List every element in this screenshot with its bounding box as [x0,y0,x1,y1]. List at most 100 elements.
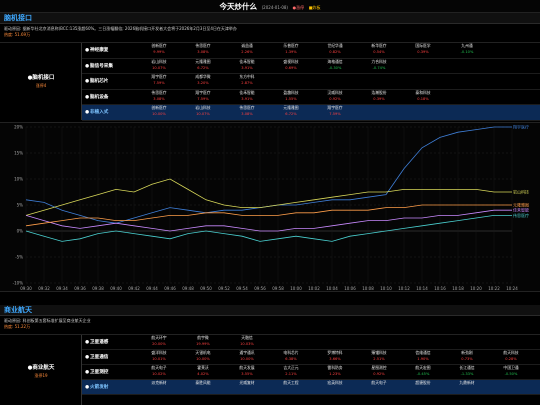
concept-name: ●卫星通信 [85,350,135,365]
stock-cell[interactable]: 新华医疗 0.54% [357,43,401,59]
stock-cell[interactable]: 航宇微 19.99% [181,335,225,350]
stock-cell[interactable]: 成都华微 3.20% [181,74,225,90]
concept-row[interactable]: ●脑机设备 伟思医疗 3.08% 翔宇医疗 7.59% 佳禾智能 3.91% 盈趣科技 1.55… [82,90,540,106]
stock-cell[interactable]: 电科芯片 6.38% [269,350,313,365]
theme-summary[interactable]: ●脑机接口 涨停4 [0,43,82,120]
stock-change: 9.99% [153,50,165,54]
stock-cell[interactable]: 汉威科技 0.92% [313,90,357,106]
x-tick-label: 10:22 [488,286,500,291]
stock-cell[interactable]: 航天电子 [357,380,401,395]
stock-name: 诚益通 [241,43,253,48]
stock-cell[interactable]: 元隆雅图 6.72% [269,105,313,121]
stock-cell[interactable]: 罗博特科 3.66% [313,350,357,365]
concept-row[interactable]: ●脑机芯片 翔宇医疗 7.59% 成都华微 3.20% 东方中科 2.87% [82,74,540,90]
stock-cell[interactable]: 浩瀚股份 0.39% [357,90,401,106]
x-tick-label: 10:08 [362,286,374,291]
stock-name: 新劲刚 [461,350,473,355]
stock-cell[interactable]: 航天宏图 -0.45% [401,365,445,380]
stock-cell[interactable]: 臻镭科技 2.51% [357,350,401,365]
stock-cell[interactable]: 宏英科技 [313,380,357,395]
stock-cell[interactable]: 伟思医疗 3.08% [225,105,269,121]
section-header-brain-computer[interactable]: 脑机接口 [0,13,540,24]
stock-cell[interactable]: 盛洋科技 10.01% [137,350,181,365]
stock-change: 7.59% [197,96,209,101]
concept-row[interactable]: ●卫星遥感 航天环宇 20.00% 航宇微 19.99% 天融信 10.03% [82,335,540,350]
series-label: 元隆雅图 [513,202,529,208]
stock-change: 10.01% [152,357,166,361]
stock-cell[interactable]: 世纪华通 0.82% [313,43,357,59]
stock-cell[interactable]: 诚益通 2.26% [225,43,269,59]
concept-row[interactable]: ●卫星测控 航天电子 10.02% 霍莱沃 4.02% 航天发展 3.55% 吉大正元 2.11… [82,365,540,380]
stock-cell[interactable]: 通宇通讯 10.00% [225,350,269,365]
stock-change: 2.26% [241,50,253,54]
stock-cell[interactable]: 创新医疗 9.99% [137,43,181,59]
concept-name: ●脑信号采集 [85,59,135,75]
stock-cell[interactable]: 航天发展 3.55% [225,365,269,380]
stock-change: 3.08% [241,112,253,117]
intraday-chart[interactable]: 20% 15% 10% 5% 0% -5% -10% 09:30 09:32 09:34 09:36… [0,122,540,292]
concept-name: ●脑机设备 [85,90,135,106]
stock-cell[interactable]: 国际医学 0.39% [401,43,445,59]
stock-cell[interactable]: 霍莱沃 4.02% [181,365,225,380]
section-header-commercial-space[interactable]: 商业航天 [0,305,540,316]
stock-cell[interactable]: 信维通信 1.90% [401,350,445,365]
stock-cell[interactable]: 东方中科 2.87% [225,74,269,90]
stock-cell[interactable]: 航天工程 [269,380,313,395]
concept-row[interactable]: ●卫星通信 盛洋科技 10.01% 天银机电 10.00% 通宇通讯 10.00% 电科芯片 6… [82,350,540,365]
stock-change: 3.20% [197,81,209,86]
stock-cell[interactable]: 天银机电 10.00% [181,350,225,365]
concept-name: ●卫星遥感 [85,335,135,350]
series-line-4 [25,215,512,242]
stock-cell[interactable]: 盈趣科技 1.55% [269,90,313,106]
theme-summary[interactable]: ●商业航天 涨停19 [0,335,82,405]
stock-name: 乐普医疗 [283,43,299,48]
stock-cell[interactable]: 九鼎新材 [445,380,489,395]
stock-cell[interactable]: 天融信 10.03% [225,335,269,350]
stock-cell[interactable]: 吉大正元 2.11% [269,365,313,380]
stock-change: 3.91% [241,96,253,101]
stock-cell[interactable]: 伟思医疗 3.08% [181,43,225,59]
concept-row[interactable]: ●非植入式 创新医疗 10.00% 岩山科技 10.07% 伟思医疗 3.08% 元隆雅图 6.… [82,105,540,121]
stock-cell[interactable]: 星图测控 0.92% [357,365,401,380]
stock-cell[interactable]: 派克新材 [137,380,181,395]
stock-cell[interactable]: 盛视科技 0.69% [269,59,313,75]
series-line-0 [25,126,512,224]
stock-change: 6.38% [285,357,297,361]
stock-cell[interactable]: 航天电子 10.02% [137,365,181,380]
stock-cell[interactable]: 雷科防务 1.23% [313,365,357,380]
concept-row[interactable]: ●神经康复 创新医疗 9.99% 伟思医疗 3.08% 诚益通 2.26% 乐普医疗 1.39%… [82,43,540,59]
stock-cell[interactable]: 泰胜风能 [181,380,225,395]
stock-cell[interactable]: 创新医疗 10.00% [137,105,181,121]
x-tick-label: 10:14 [416,286,428,291]
bullet-icon: ● [85,110,90,116]
stock-cell[interactable]: 翔宇医疗 7.59% [313,105,357,121]
stock-cell[interactable]: 中国卫通 -0.50% [489,365,533,380]
stock-cell[interactable]: 伟思医疗 3.08% [137,90,181,106]
stock-cell[interactable]: 光威复材 [225,380,269,395]
stock-cell[interactable]: 海格通信 -0.30% [313,59,357,75]
stock-cell[interactable]: 长江通信 -1.33% [445,365,489,380]
stock-cell[interactable]: 新劲刚 0.73% [445,350,489,365]
stock-change: 7.59% [329,112,341,117]
stock-cell[interactable]: 翔宇医疗 7.59% [137,74,181,90]
stock-cell[interactable]: 佳禾智能 3.91% [225,59,269,75]
stock-cell[interactable]: 九州通 -0.10% [445,43,489,59]
stock-cell[interactable]: 岩山科技 10.07% [181,105,225,121]
stock-cell[interactable]: 航天科技 0.28% [489,350,533,365]
concept-row[interactable]: ●脑信号采集 岩山科技 10.07% 元隆雅图 6.72% 佳禾智能 3.91% 盛视科技 0.… [82,59,540,75]
stock-cell[interactable]: 航天环宇 20.00% [137,335,181,350]
stock-cell[interactable]: 泰和科技 0.18% [401,90,445,106]
concept-row[interactable]: ●火箭发射 派克新材 泰胜风能 光威复材 航天工程 宏英科技 航天电子 超捷股份 九鼎新材 [82,380,540,395]
stock-name: 盛洋科技 [151,350,167,355]
stock-name: 航天科技 [503,350,519,355]
stock-cell[interactable]: 佳禾智能 3.91% [225,90,269,106]
stock-cell[interactable]: 超捷股份 [401,380,445,395]
stock-name: 岩山科技 [151,58,167,64]
stock-name: 国际医学 [415,43,431,48]
stock-cell[interactable]: 乐普医疗 1.39% [269,43,313,59]
stock-name: 超捷股份 [415,380,431,385]
stock-cell[interactable]: 翔宇医疗 7.59% [181,90,225,106]
stock-cell[interactable]: 岩山科技 10.07% [137,59,181,75]
stock-cell[interactable]: 力合科技 -0.74% [357,59,401,75]
stock-cell[interactable]: 元隆雅图 6.72% [181,59,225,75]
